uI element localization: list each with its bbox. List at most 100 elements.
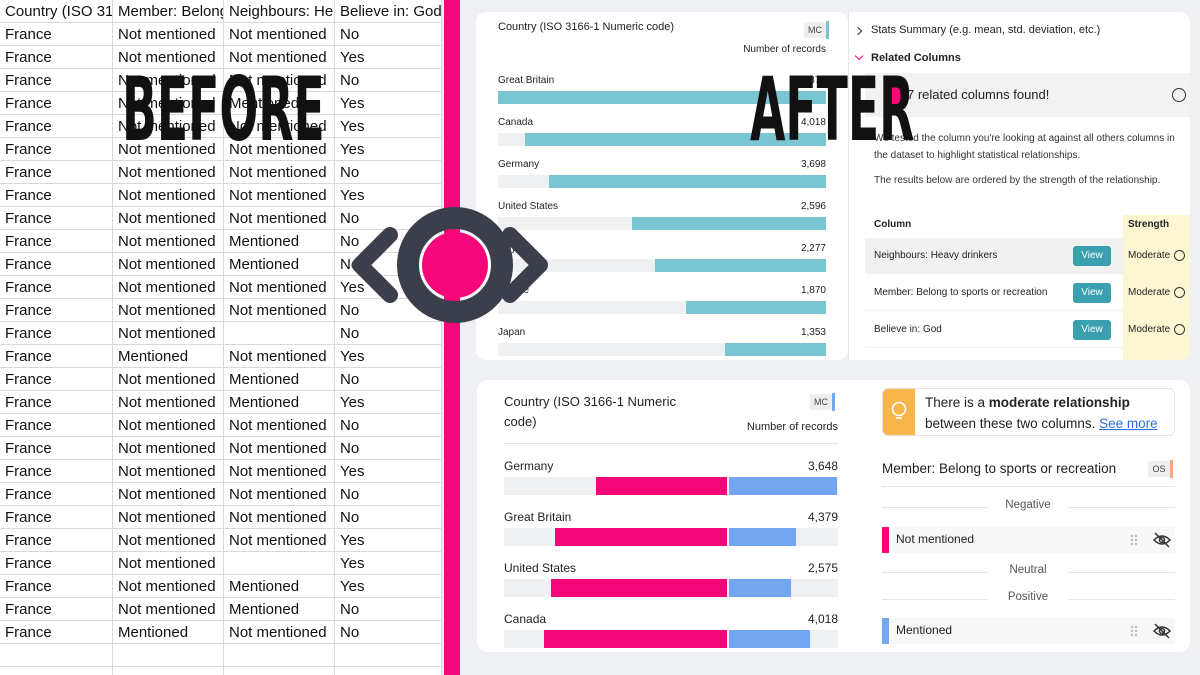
stats-summary[interactable]: Stats Summary (e.g. mean, std. deviation…: [871, 24, 1101, 36]
cell: Mentioned: [224, 598, 335, 621]
table-header: Strength: [1128, 219, 1170, 230]
cell: Mentioned: [224, 391, 335, 414]
see-more-link[interactable]: See more: [1099, 416, 1158, 431]
empty-cell: [224, 667, 335, 675]
view-button[interactable]: View: [1073, 283, 1111, 303]
banner-dot: [885, 87, 903, 105]
category-label: United States: [498, 201, 559, 212]
cell: No: [335, 506, 442, 529]
before-label: BEFORE: [122, 58, 325, 161]
category-row: Not mentioned: [882, 527, 1175, 553]
cell: No: [335, 621, 442, 644]
cell: Not mentioned: [113, 483, 224, 506]
column-name: Member: Belong to sports or recreation: [874, 287, 1048, 298]
value-label: 1,353: [800, 327, 826, 338]
cell: Not mentioned: [224, 529, 335, 552]
cell: Not mentioned: [224, 207, 335, 230]
cell: Not mentioned: [224, 483, 335, 506]
bar: [685, 301, 826, 314]
empty-cell: [335, 644, 442, 667]
insight-text: There is a moderate relationship between…: [925, 392, 1170, 434]
related-columns[interactable]: Related Columns: [871, 52, 961, 64]
badge-accent: [832, 393, 835, 411]
column-name: Member: Belong to sports or recreation: [882, 461, 1117, 476]
cell: France: [0, 69, 113, 92]
value-label: 3,698: [800, 159, 826, 170]
value-label: 2,596: [800, 201, 826, 212]
cell: Not mentioned: [113, 552, 224, 575]
cell: France: [0, 322, 113, 345]
cell: Not mentioned: [224, 138, 335, 161]
badge: MC: [810, 394, 832, 410]
cell: France: [0, 460, 113, 483]
category-label: Great Britain: [498, 75, 555, 86]
group-label: Negative: [988, 499, 1068, 511]
cell: Mentioned: [224, 575, 335, 598]
cell: Not mentioned: [224, 115, 335, 138]
cell: Mentioned: [113, 621, 224, 644]
table-header: Column: [874, 219, 912, 230]
empty-cell: [0, 644, 113, 667]
cell: Not mentioned: [113, 253, 224, 276]
info-icon: [1174, 287, 1185, 298]
cell: [224, 322, 335, 345]
after-label: AFTER: [750, 58, 915, 161]
header-cell: Country (ISO 31: [0, 0, 113, 23]
cell: Not mentioned: [224, 69, 335, 92]
cell: France: [0, 184, 113, 207]
spreadsheet: Country (ISO 31 Member: Belong Neighbours:…: [0, 0, 442, 675]
strength: Moderate: [1128, 287, 1171, 298]
cell: Not mentioned: [113, 506, 224, 529]
bar: [655, 259, 826, 272]
chart-title: Country (ISO 3166-1 Numeric code): [498, 21, 675, 33]
cell: Not mentioned: [113, 598, 224, 621]
value-label: 1,870: [800, 285, 826, 296]
cell: Not mentioned: [224, 414, 335, 437]
cell: Yes: [335, 460, 442, 483]
cell: [224, 552, 335, 575]
group-label: Positive: [988, 591, 1068, 603]
empty-cell: [335, 667, 442, 675]
group-label: Neutral: [988, 564, 1068, 576]
cell: France: [0, 368, 113, 391]
bar-segment: [543, 630, 728, 648]
category-label: Great Britain: [504, 510, 572, 524]
view-button[interactable]: View: [1073, 320, 1111, 340]
row-icons: [1130, 532, 1172, 548]
insight-bold: moderate relationship: [988, 395, 1130, 410]
value-label: 4,018: [800, 117, 826, 128]
cell: Not mentioned: [113, 92, 224, 115]
cell: Not mentioned: [224, 506, 335, 529]
cell: France: [0, 391, 113, 414]
cell: Mentioned: [224, 368, 335, 391]
bar-segment: [729, 630, 811, 648]
cell: Mentioned: [224, 253, 335, 276]
cell: Not mentioned: [113, 161, 224, 184]
cell: France: [0, 276, 113, 299]
hide-icon[interactable]: [1152, 532, 1172, 548]
cell: No: [335, 23, 442, 46]
cell: France: [0, 115, 113, 138]
found-banner: 7 related columns found!: [865, 73, 1190, 117]
bar-segment: [596, 477, 728, 495]
cell: France: [0, 161, 113, 184]
cell: France: [0, 138, 113, 161]
chevron-right: [502, 227, 548, 303]
category-label: Germany: [504, 459, 554, 473]
category-label: United States: [504, 561, 577, 575]
cell: France: [0, 92, 113, 115]
category-label: Germany: [498, 159, 540, 170]
drag-handle: [1130, 534, 1138, 546]
row-actions: [1124, 528, 1184, 552]
view-button[interactable]: View: [1073, 246, 1111, 266]
chart-card: Country (ISO 3166-1 Numeric code) MC Numbe…: [476, 12, 848, 360]
column-name: Neighbours: Heavy drinkers: [874, 250, 998, 261]
cell: France: [0, 207, 113, 230]
cell: No: [335, 69, 442, 92]
hide-icon[interactable]: [1152, 623, 1172, 639]
bar-segment: [729, 477, 837, 495]
cell: France: [0, 414, 113, 437]
cell: France: [0, 23, 113, 46]
badge: MC: [804, 22, 826, 38]
app-area: Country (ISO 3166-1 Numeric code) MC Numbe…: [460, 0, 1200, 675]
